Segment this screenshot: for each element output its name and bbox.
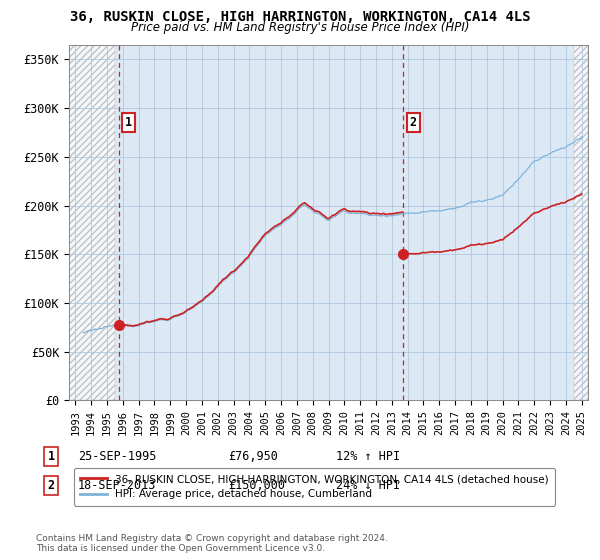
- Text: 1: 1: [47, 450, 55, 463]
- Text: 36, RUSKIN CLOSE, HIGH HARRINGTON, WORKINGTON, CA14 4LS: 36, RUSKIN CLOSE, HIGH HARRINGTON, WORKI…: [70, 10, 530, 24]
- Text: 12% ↑ HPI: 12% ↑ HPI: [336, 450, 400, 463]
- Text: 18-SEP-2013: 18-SEP-2013: [78, 479, 157, 492]
- Text: £76,950: £76,950: [228, 450, 278, 463]
- Text: Contains HM Land Registry data © Crown copyright and database right 2024.
This d: Contains HM Land Registry data © Crown c…: [36, 534, 388, 553]
- Text: 2: 2: [410, 116, 416, 129]
- Text: 1: 1: [125, 116, 132, 129]
- Text: Price paid vs. HM Land Registry's House Price Index (HPI): Price paid vs. HM Land Registry's House …: [131, 21, 469, 34]
- Text: 25-SEP-1995: 25-SEP-1995: [78, 450, 157, 463]
- Text: 24% ↓ HPI: 24% ↓ HPI: [336, 479, 400, 492]
- Text: 2: 2: [47, 479, 55, 492]
- Text: £150,000: £150,000: [228, 479, 285, 492]
- Legend: 36, RUSKIN CLOSE, HIGH HARRINGTON, WORKINGTON, CA14 4LS (detached house), HPI: A: 36, RUSKIN CLOSE, HIGH HARRINGTON, WORKI…: [74, 468, 555, 506]
